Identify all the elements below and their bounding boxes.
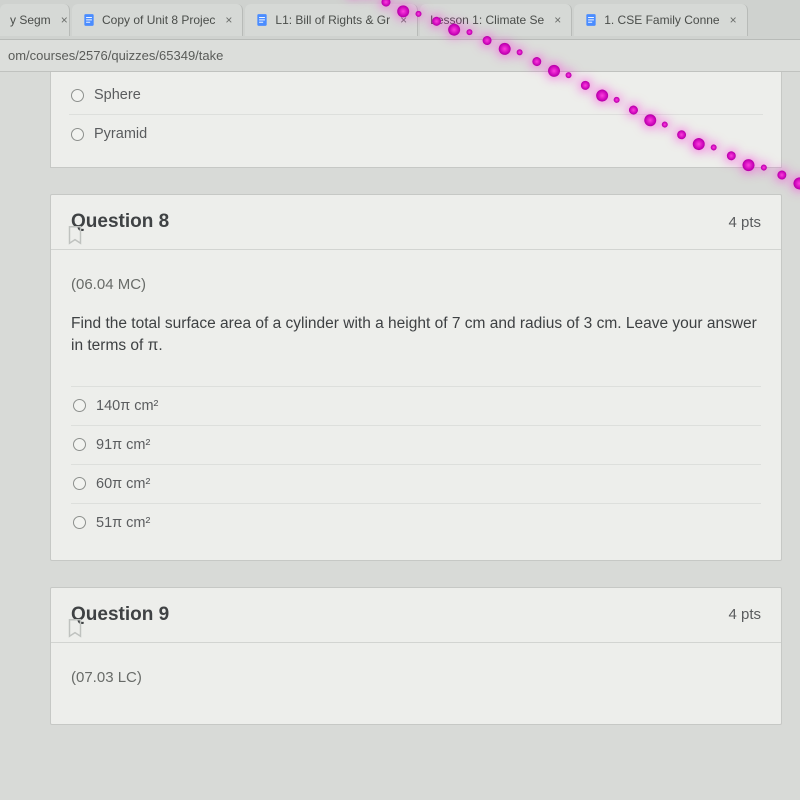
question-card-previous: Sphere Pyramid (50, 72, 782, 168)
radio-icon[interactable] (73, 516, 86, 529)
address-bar[interactable]: om/courses/2576/quizzes/65349/take (0, 40, 800, 72)
tab-label: Lesson 1: Climate Se (430, 13, 544, 27)
question-card-9: Question 9 4 pts (07.03 LC) (50, 587, 782, 725)
question-header: Question 8 4 pts (51, 195, 781, 250)
close-icon[interactable]: × (400, 13, 407, 27)
browser-tab[interactable]: Copy of Unit 8 Projec × (72, 4, 243, 36)
browser-tab[interactable]: L1: Bill of Rights & Gr × (245, 4, 418, 36)
question-prompt: Find the total surface area of a cylinde… (71, 313, 761, 358)
question-header: Question 9 4 pts (51, 588, 781, 643)
answer-option[interactable]: Sphere (69, 76, 763, 114)
answer-option[interactable]: Pyramid (69, 114, 763, 153)
answer-option[interactable]: 60π cm² (71, 464, 761, 503)
browser-tab[interactable]: Lesson 1: Climate Se × (420, 4, 572, 36)
radio-icon[interactable] (73, 399, 86, 412)
close-icon[interactable]: × (554, 13, 561, 27)
option-label: 51π cm² (96, 515, 150, 531)
tab-label: L1: Bill of Rights & Gr (275, 13, 390, 27)
bookmark-toggle[interactable] (64, 615, 86, 646)
doc-icon (255, 13, 269, 27)
question-points: 4 pts (728, 606, 761, 623)
question-code: (06.04 MC) (71, 276, 761, 293)
radio-icon[interactable] (71, 128, 84, 141)
option-label: 140π cm² (96, 398, 158, 414)
bookmark-icon (64, 615, 86, 641)
tab-label: y Segm (10, 13, 51, 27)
radio-icon[interactable] (73, 438, 86, 451)
close-icon[interactable]: × (225, 13, 232, 27)
answer-option[interactable]: 51π cm² (71, 503, 761, 542)
close-icon[interactable]: × (61, 13, 68, 27)
question-card-8: Question 8 4 pts (06.04 MC) Find the tot… (50, 194, 782, 561)
option-label: Sphere (94, 87, 141, 103)
url-text: om/courses/2576/quizzes/65349/take (8, 48, 223, 63)
browser-tab[interactable]: y Segm × (0, 4, 70, 36)
doc-icon (82, 13, 96, 27)
close-icon[interactable]: × (730, 13, 737, 27)
option-label: Pyramid (94, 126, 147, 142)
bookmark-toggle[interactable] (64, 222, 86, 253)
bookmark-icon (64, 222, 86, 248)
doc-icon (584, 13, 598, 27)
tab-label: Copy of Unit 8 Projec (102, 13, 215, 27)
radio-icon[interactable] (73, 477, 86, 490)
option-label: 91π cm² (96, 437, 150, 453)
question-code: (07.03 LC) (71, 669, 761, 686)
answer-option[interactable]: 140π cm² (71, 386, 761, 425)
browser-tab-strip: y Segm × Copy of Unit 8 Projec × L1: Bil… (0, 0, 800, 40)
option-label: 60π cm² (96, 476, 150, 492)
tab-label: 1. CSE Family Conne (604, 13, 719, 27)
browser-tab[interactable]: 1. CSE Family Conne × (574, 4, 747, 36)
question-points: 4 pts (728, 214, 761, 231)
answer-option[interactable]: 91π cm² (71, 425, 761, 464)
radio-icon[interactable] (71, 89, 84, 102)
